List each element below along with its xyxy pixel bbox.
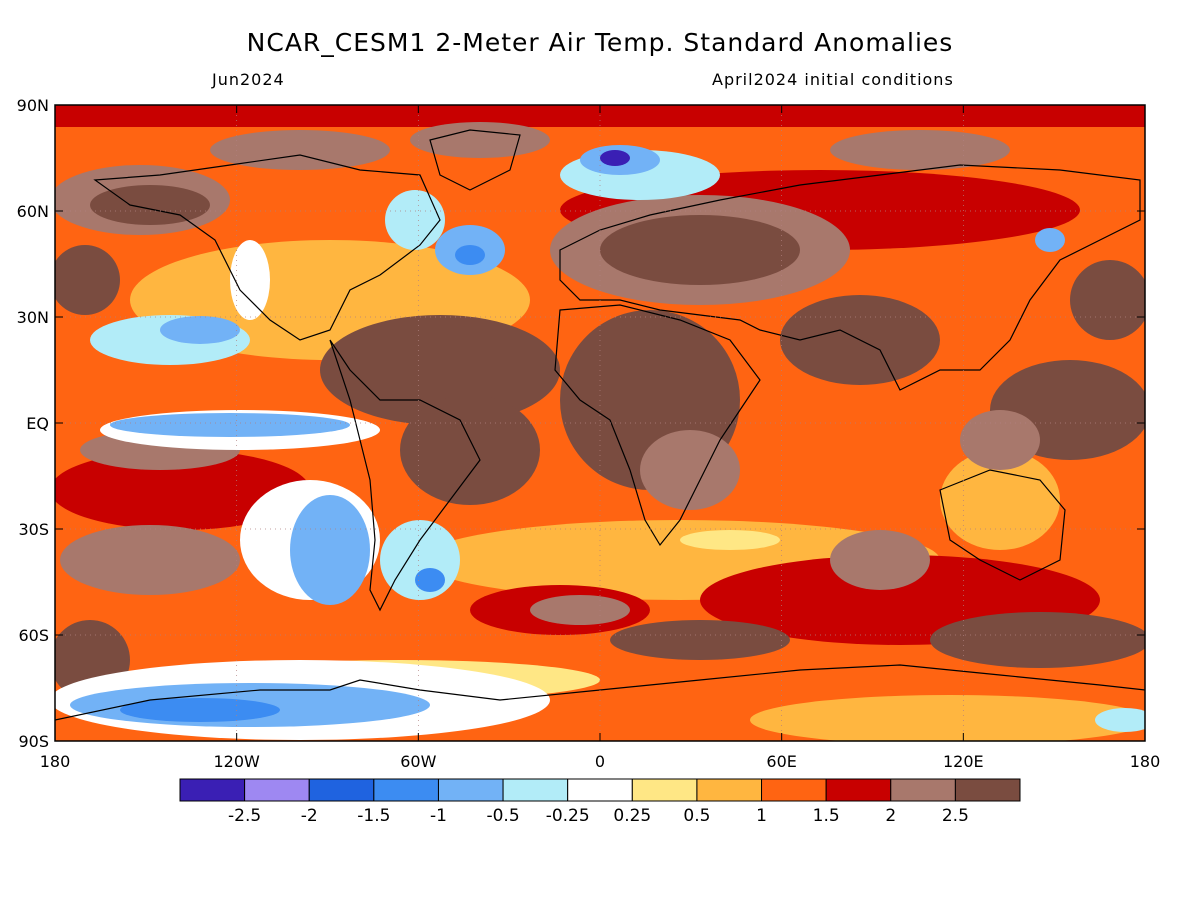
colorbar-swatch [761,778,827,802]
colorbar-swatch [373,778,439,802]
colorbar-label: 0.25 [613,806,651,826]
lat-tick-label: 60S [18,626,49,645]
colorbar-swatch [890,778,956,802]
colorbar-swatch [825,778,892,802]
colorbar-label: -0.25 [546,806,590,826]
colorbar-label: -2.5 [228,806,261,826]
lat-tick-label: 90N [17,96,49,115]
colorbar-label: -0.5 [486,806,519,826]
lon-tick-label: 180 [1130,752,1161,771]
map-title: NCAR_CESM1 2-Meter Air Temp. Standard An… [246,28,954,57]
colorbar-swatch [567,778,633,802]
anomaly-field [55,105,1145,741]
colorbar-label: 1 [756,806,767,826]
colorbar-label: 2.5 [942,806,969,826]
colorbar-swatch [631,778,698,802]
colorbar-label: 2 [885,806,896,826]
colorbar-label: 0.5 [683,806,710,826]
lat-tick-label: EQ [26,414,49,433]
lon-tick-label: 60E [766,752,796,771]
colorbar-swatch [179,778,246,802]
graticule [55,105,1145,741]
lon-tick-label: 0 [595,752,605,771]
colorbar-label: -2 [301,806,318,826]
lat-tick-label: 60N [17,202,49,221]
colorbar-swatch [502,778,569,802]
colorbar-swatch [437,778,504,802]
lon-tick-label: 120E [943,752,984,771]
lon-tick-label: 180 [40,752,71,771]
colorbar-label: -1.5 [357,806,390,826]
colorbar-swatch [954,778,1021,802]
lon-tick-label: 120W [213,752,260,771]
coastlines [55,129,1145,721]
lat-tick-label: 30S [18,520,49,539]
colorbar-swatch [244,778,310,802]
lon-tick-label: 60W [400,752,436,771]
lat-tick-label: 30N [17,308,49,327]
colorbar-label: 1.5 [813,806,840,826]
lat-tick-label: 90S [18,732,49,751]
init-conditions-label: April2024 initial conditions [712,70,954,89]
colorbar: -2.5 -2 -1.5 -1 -0.5 -0.25 0.25 0.5 1 1.5 2 2.5 [179,778,1021,826]
colorbar-label: -1 [430,806,447,826]
colorbar-swatch [696,778,763,802]
colorbar-swatch [308,778,375,802]
valid-month-label: Jun2024 [212,70,285,89]
